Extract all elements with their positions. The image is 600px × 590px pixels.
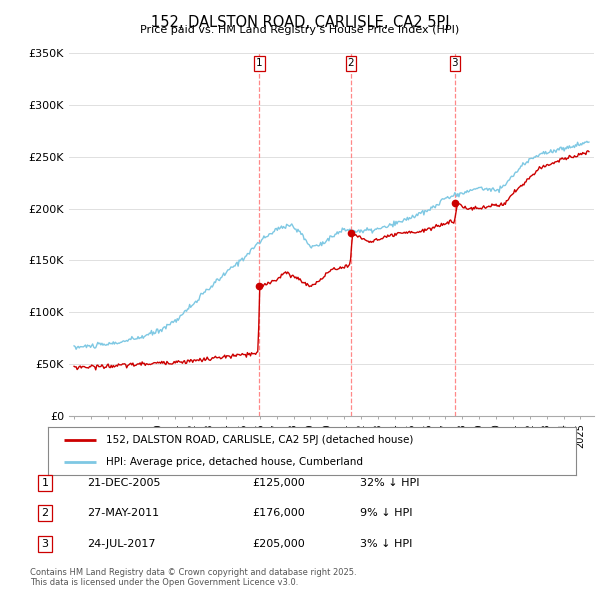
Text: 32% ↓ HPI: 32% ↓ HPI (360, 478, 419, 487)
Text: Contains HM Land Registry data © Crown copyright and database right 2025.
This d: Contains HM Land Registry data © Crown c… (30, 568, 356, 587)
Text: 24-JUL-2017: 24-JUL-2017 (87, 539, 155, 549)
Text: £176,000: £176,000 (252, 509, 305, 518)
Text: 3% ↓ HPI: 3% ↓ HPI (360, 539, 412, 549)
Text: 152, DALSTON ROAD, CARLISLE, CA2 5PJ (detached house): 152, DALSTON ROAD, CARLISLE, CA2 5PJ (de… (106, 435, 413, 445)
Text: 9% ↓ HPI: 9% ↓ HPI (360, 509, 413, 518)
Text: 2: 2 (41, 509, 49, 518)
Text: 3: 3 (41, 539, 49, 549)
Text: £205,000: £205,000 (252, 539, 305, 549)
Text: 3: 3 (452, 58, 458, 68)
Text: 152, DALSTON ROAD, CARLISLE, CA2 5PJ: 152, DALSTON ROAD, CARLISLE, CA2 5PJ (151, 15, 449, 30)
Text: 2: 2 (347, 58, 354, 68)
Text: Price paid vs. HM Land Registry’s House Price Index (HPI): Price paid vs. HM Land Registry’s House … (140, 25, 460, 35)
Text: 1: 1 (41, 478, 49, 487)
Text: 21-DEC-2005: 21-DEC-2005 (87, 478, 161, 487)
Text: HPI: Average price, detached house, Cumberland: HPI: Average price, detached house, Cumb… (106, 457, 363, 467)
Text: 27-MAY-2011: 27-MAY-2011 (87, 509, 159, 518)
Text: 1: 1 (256, 58, 263, 68)
Text: £125,000: £125,000 (252, 478, 305, 487)
